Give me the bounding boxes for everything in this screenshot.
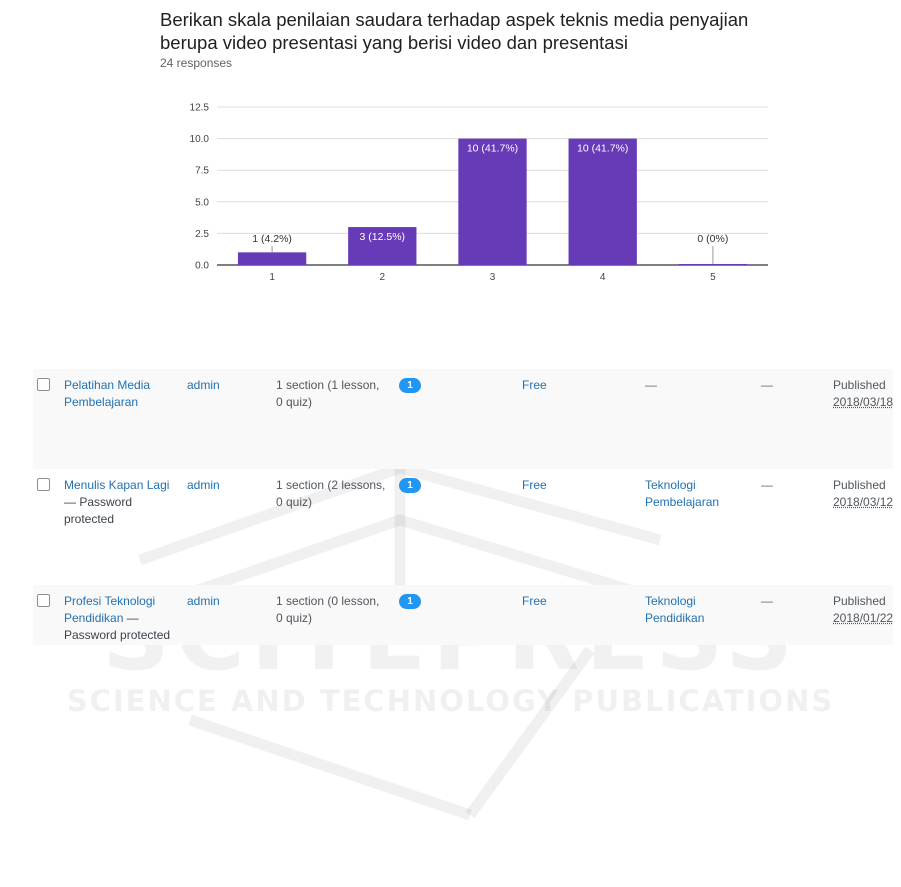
password-protected-note: — Password protected [64,495,133,526]
y-tick-label: 10.0 [190,134,210,145]
course-status: Published [833,594,886,608]
table-row: Menulis Kapan Lagi — Password protected … [33,469,893,584]
row-checkbox[interactable] [37,594,50,607]
x-tick-label: 2 [380,272,386,283]
student-count-badge: 1 [399,378,421,393]
x-tick-label: 4 [600,272,606,283]
course-title-link[interactable]: Profesi Teknologi Pendidikan [64,594,156,625]
course-author-link[interactable]: admin [187,594,220,608]
course-title-link[interactable]: Menulis Kapan Lagi [64,478,170,492]
course-title-cell: Menulis Kapan Lagi — Password protected [64,477,176,528]
y-tick-label: 2.5 [195,229,209,240]
student-count-badge: 1 [399,594,421,609]
course-content: 1 section (2 lessons, 0 quiz) [276,478,386,509]
course-date-cell: Published 2018/03/12 [833,477,893,511]
data-label: 3 (12.5%) [360,231,406,243]
data-label: 0 (0%) [697,233,728,245]
table-row: Profesi Teknologi Pendidikan — Password … [33,585,893,645]
course-tags: — [761,378,773,392]
course-category-link[interactable]: Teknologi Pembelajaran [645,478,720,509]
course-author-link[interactable]: admin [187,378,220,392]
course-date: 2018/03/12 [833,495,894,509]
data-label: 10 (41.7%) [577,143,628,155]
chart-bars [237,138,748,265]
course-title-cell: Profesi Teknologi Pendidikan — Password … [64,593,176,644]
bar [348,227,417,265]
chart-labels: 0.0 2.5 5.0 7.5 10.0 12.5 1 1 (4.2%) 2 3 (12.5%) 3… [190,103,729,284]
y-tick-label: 0.0 [195,261,209,272]
table-row: Pelatihan Media Pembelajaran admin 1 sec… [33,369,893,469]
course-tags: — [761,594,773,608]
course-price: Free [522,478,547,492]
x-tick-label: 3 [490,272,496,283]
course-title-cell: Pelatihan Media Pembelajaran [64,377,174,411]
course-date: 2018/01/22 [833,611,894,625]
course-category: — [645,378,657,392]
course-content: 1 section (0 lesson, 0 quiz) [276,594,380,625]
bar [237,252,307,265]
response-bar-chart: 0.0 2.5 5.0 7.5 10.0 12.5 1 1 (4.2%) 2 3 (12.5%) 3… [190,103,768,284]
data-label: 1 (4.2%) [252,233,292,245]
course-status: Published [833,478,886,492]
course-date-cell: Published 2018/03/18 [833,377,893,411]
row-checkbox[interactable] [37,478,50,491]
watermark-tagline: SCIENCE AND TECHNOLOGY PUBLICATIONS [66,684,835,718]
question-title: Berikan skala penilaian saudara terhadap… [160,9,749,53]
course-title-link[interactable]: Pelatihan Media Pembelajaran [64,378,151,409]
course-content: 1 section (1 lesson, 0 quiz) [276,378,380,409]
bar [678,264,748,265]
course-price: Free [522,378,547,392]
course-price: Free [522,594,547,608]
student-count-badge: 1 [399,478,421,493]
course-date: 2018/03/18 [833,395,894,409]
bar [568,138,637,265]
course-category-link[interactable]: Teknologi Pendidikan [645,594,705,625]
y-tick-label: 5.0 [195,197,209,208]
response-count: 24 responses [160,56,233,70]
x-tick-label: 5 [710,272,716,283]
x-tick-label: 1 [269,272,275,283]
row-checkbox[interactable] [37,378,50,391]
course-tags: — [761,478,773,492]
course-date-cell: Published 2018/01/22 [833,593,893,627]
data-label: 10 (41.7%) [467,143,518,155]
y-tick-label: 12.5 [190,103,210,114]
course-author-link[interactable]: admin [187,478,220,492]
y-tick-label: 7.5 [195,166,209,177]
password-protected-note: — Password protected [64,611,171,642]
course-status: Published [833,378,886,392]
bar [458,138,527,265]
